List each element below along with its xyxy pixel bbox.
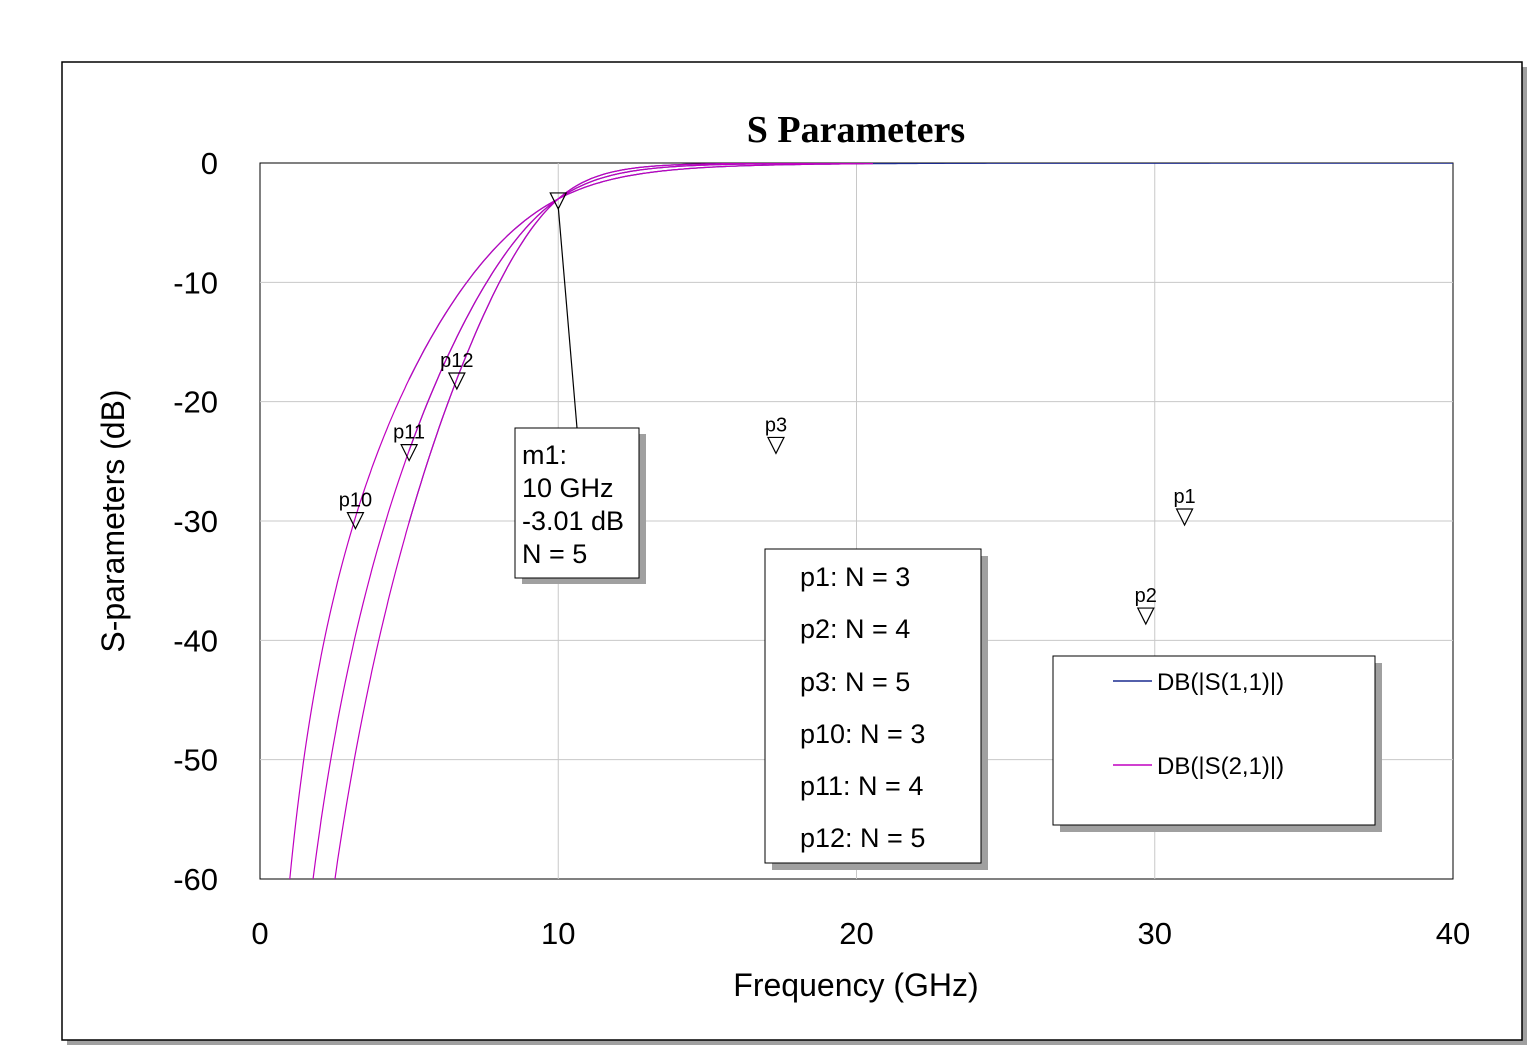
x-tick-label: 40 (1436, 916, 1470, 951)
y-tick-label: -20 (173, 385, 218, 420)
chart-title: S Parameters (747, 109, 965, 151)
m1-marker-triangle (549, 192, 568, 211)
y-tick-label: 0 (201, 146, 218, 181)
marker-table-row: p3: N = 5 (800, 667, 910, 697)
y-tick-label: -10 (173, 265, 218, 300)
legend-label-s11: DB(|S(1,1)|) (1157, 669, 1284, 696)
marker-label: p3 (765, 414, 787, 436)
x-tick-label: 0 (251, 916, 268, 951)
m1-line-4: N = 5 (522, 539, 587, 569)
y-tick-labels: 0 -10 -20 -30 -40 -50 -60 (173, 146, 218, 897)
marker-triangle (767, 436, 785, 455)
legend (1052, 655, 1376, 826)
y-tick-label: -40 (173, 623, 218, 658)
y-axis-label: S-parameters (dB) (95, 389, 131, 652)
m1-line-1: m1: (522, 440, 567, 470)
x-tick-label: 10 (541, 916, 575, 951)
marker-triangle (1136, 607, 1155, 626)
y-tick-label: -60 (173, 862, 218, 897)
marker-triangle (447, 372, 466, 391)
legend-label-s21: DB(|S(2,1)|) (1157, 753, 1284, 780)
m1-line-2: 10 GHz (522, 473, 614, 503)
series-line-s21-n5 (334, 163, 873, 879)
markers: p1 p2 p3 p10 p11 p12 (339, 350, 1196, 626)
marker-table-row: p1: N = 3 (800, 562, 910, 592)
marker-label: p10 (339, 490, 372, 512)
marker-label: p12 (440, 350, 473, 372)
series-line-s21-n3 (289, 163, 873, 879)
marker-label: p2 (1135, 585, 1157, 607)
marker-table-row: p10: N = 3 (800, 719, 925, 749)
m1-line-3: -3.01 dB (522, 506, 624, 536)
marker-table-row: p11: N = 4 (800, 771, 923, 801)
x-axis-label: Frequency (GHz) (733, 967, 978, 1003)
marker-triangle (400, 443, 419, 462)
x-tick-label: 30 (1138, 916, 1172, 951)
marker-table-row: p12: N = 5 (800, 823, 925, 853)
y-tick-label: -50 (173, 743, 218, 778)
m1-box (514, 427, 640, 579)
marker-triangle (346, 512, 365, 530)
x-tick-label: 20 (839, 916, 873, 951)
x-tick-labels: 0 10 20 30 40 (251, 916, 1470, 951)
marker-label: p1 (1173, 486, 1195, 508)
marker-triangle (1175, 508, 1194, 527)
m1-leader-line (557, 206, 578, 429)
marker-table (764, 548, 982, 864)
marker-label: p11 (393, 422, 425, 444)
series (289, 163, 1453, 879)
marker-table-row: p2: N = 4 (800, 614, 910, 644)
y-tick-label: -30 (173, 504, 218, 539)
